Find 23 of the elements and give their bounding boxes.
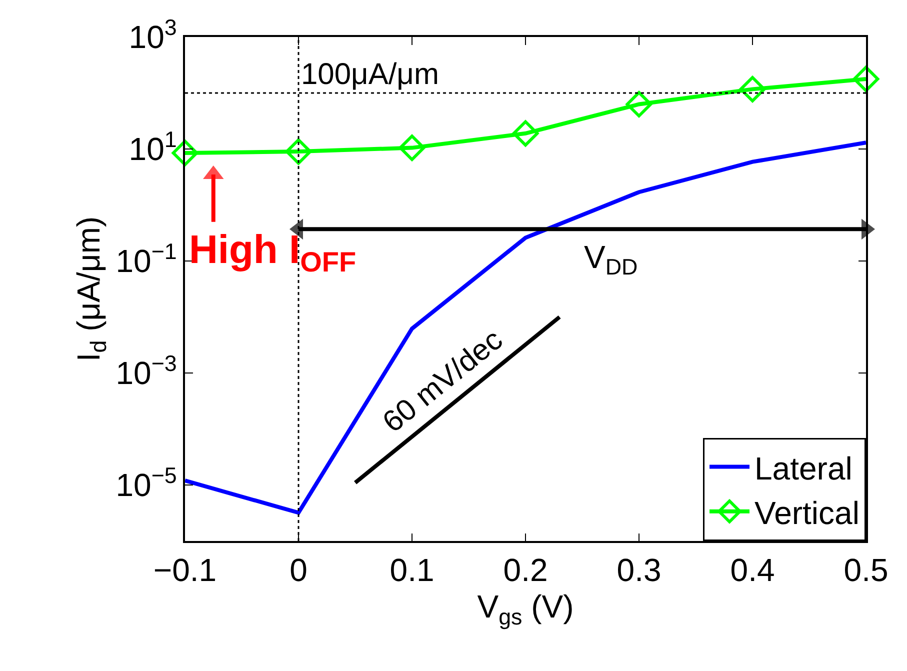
legend-label: Lateral [754, 450, 852, 486]
point [852, 66, 880, 92]
point [285, 138, 312, 165]
y-tick-label: 10$^{−1}$ [116, 238, 177, 280]
x-tick-label: 0.2 [503, 552, 548, 588]
point [626, 91, 652, 118]
point [512, 120, 539, 147]
x-tick-label: 0.4 [730, 552, 775, 588]
x-tick-label: 0 [290, 552, 308, 588]
x-axis-title: V$_{gs}$ (V) [477, 588, 574, 630]
x-tick-label: 0.3 [616, 552, 662, 588]
x-tick-label: 0.5 [844, 552, 888, 588]
annotation: V$_{DD}$ [584, 239, 638, 280]
x-tick-label: 0.1 [390, 552, 434, 588]
point [398, 134, 426, 162]
y-tick-label: 10$^{−3}$ [116, 350, 177, 392]
x-tick-label: −0.1 [153, 552, 217, 588]
point [739, 76, 766, 102]
ref-line-label: 100μA/μm [301, 58, 439, 91]
legend-label: Vertical [754, 494, 860, 531]
y-tick-label: 10$^{1}$ [128, 126, 177, 168]
y-tick-label: 10$^{−5}$ [116, 462, 177, 504]
y-tick-label: 10$^{3}$ [128, 14, 177, 56]
